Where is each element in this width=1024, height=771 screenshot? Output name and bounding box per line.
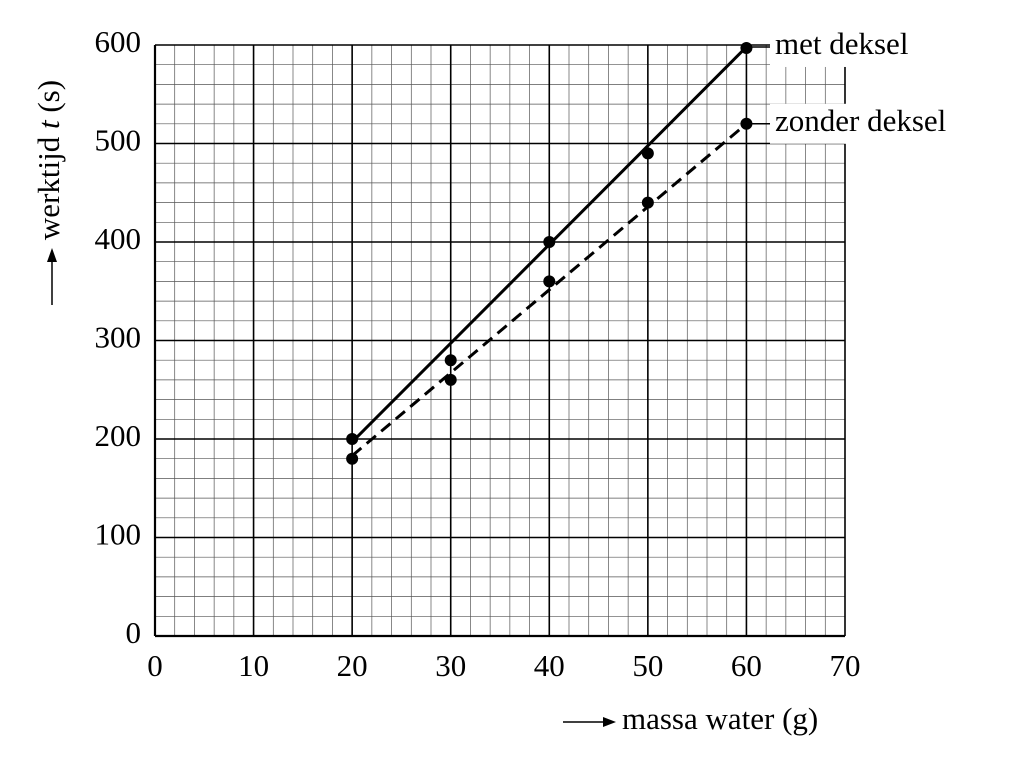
y-arrow-head: [47, 248, 57, 262]
y-axis-label: werktijd t (s): [31, 80, 66, 240]
x-axis-label: massa water (g): [622, 701, 818, 736]
data-point: [641, 196, 654, 209]
y-tick-label: 400: [95, 221, 142, 256]
x-tick-label: 20: [337, 648, 368, 683]
series-label: met deksel: [775, 26, 908, 61]
grid: [154, 44, 846, 637]
data-point: [346, 452, 359, 465]
x-tick-label: 40: [534, 648, 565, 683]
data-point: [346, 433, 359, 445]
series-label: zonder deksel: [775, 103, 946, 138]
x-tick-label: 70: [830, 648, 861, 683]
y-label-text: werktijd: [31, 129, 66, 240]
marks: met deksel zonder deksel: [346, 26, 1020, 465]
x-arrow-head: [603, 717, 616, 727]
data-point: [543, 236, 556, 248]
y-tick-label: 200: [95, 418, 142, 453]
x-tick-label: 30: [435, 648, 466, 683]
y-tick-label: 600: [95, 24, 142, 59]
y-label-unit: (s): [31, 80, 66, 120]
x-tick-label: 0: [147, 648, 163, 683]
data-point: [740, 41, 753, 54]
label-bg: [770, 26, 1020, 67]
data-point: [641, 147, 654, 160]
x-tick-label: 50: [632, 648, 663, 683]
data-point: [444, 373, 457, 386]
fit-line: [351, 122, 748, 457]
y-tick-label: 300: [95, 320, 142, 355]
y-tick-label: 100: [95, 517, 142, 552]
label-bg: [770, 103, 1020, 144]
y-tick-label: 0: [126, 615, 142, 650]
x-tick-label: 10: [238, 648, 269, 683]
y-label-var: t: [31, 119, 66, 129]
data-point: [444, 354, 457, 367]
x-tick-label: 60: [731, 648, 762, 683]
y-tick-label: 500: [95, 123, 142, 158]
data-point: [543, 275, 556, 288]
